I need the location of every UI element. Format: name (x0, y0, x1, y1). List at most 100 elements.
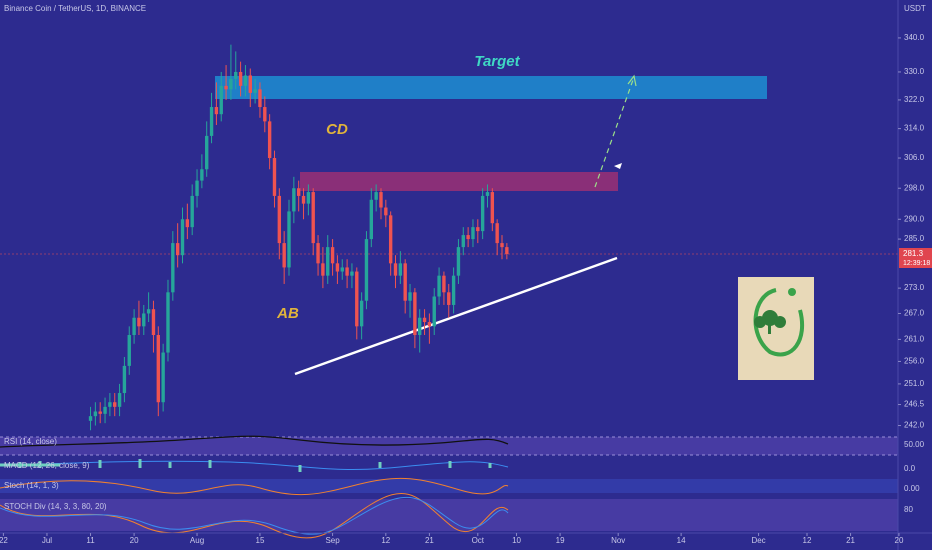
candle-body (364, 239, 369, 301)
candle-body (326, 247, 330, 276)
candle-body (447, 292, 451, 305)
indicator-level: 0.0 (904, 464, 916, 473)
candle-body (88, 416, 93, 421)
x-tick-label: 15 (256, 536, 265, 545)
x-tick-label: 12 (381, 536, 390, 545)
candle-body (471, 227, 475, 240)
candle-body (495, 223, 499, 244)
y-tick-label: 251.0 (904, 379, 925, 388)
x-tick-label: 19 (556, 536, 565, 545)
candle-body (490, 192, 495, 224)
y-tick-label: 314.0 (904, 124, 925, 133)
candle-body (505, 247, 509, 254)
y-tick-label: 298.0 (904, 183, 925, 192)
x-tick-label: Oct (472, 536, 485, 545)
candle-body (132, 317, 136, 336)
y-tick-label: 306.0 (904, 153, 925, 162)
candle-body (180, 219, 185, 256)
candle-body (456, 247, 461, 276)
currency: USDT (904, 4, 926, 13)
x-tick-label: 11 (86, 536, 95, 545)
candle-body (277, 195, 282, 244)
candle-body (137, 317, 141, 327)
candle-body (427, 322, 432, 327)
candle-body (330, 247, 335, 264)
candle-body (287, 211, 291, 268)
candle-body (166, 292, 170, 353)
y-tick-label: 290.0 (904, 214, 925, 223)
candle-body (190, 195, 194, 228)
stoch-div-band (0, 499, 898, 531)
candle-body (98, 411, 102, 414)
candle-body (388, 215, 393, 264)
y-tick-label: 322.0 (904, 95, 925, 104)
candle-body (296, 188, 301, 196)
last-price-label: 281.3 (903, 249, 924, 258)
x-tick-label: Dec (751, 536, 765, 545)
candle-body (379, 192, 383, 208)
candle-body (398, 263, 403, 276)
x-tick-label: 21 (846, 536, 855, 545)
candle-body (253, 89, 257, 93)
indicator-label: Stoch (14, 1, 3) (4, 481, 59, 490)
projection-arrow (594, 79, 634, 188)
candle-body (485, 192, 490, 196)
candle-body (345, 267, 349, 276)
y-tick-label: 246.5 (904, 400, 925, 409)
rsi-band (0, 437, 898, 455)
candle-body (229, 78, 233, 90)
candle-body (103, 406, 107, 414)
last-price-box (899, 248, 932, 268)
candle-body (117, 393, 122, 407)
candle-body (321, 263, 325, 276)
candle-body (340, 267, 344, 272)
candle-body (263, 107, 267, 122)
candle-body (393, 263, 398, 276)
candle-body (238, 71, 243, 86)
x-tick-label: Jul (42, 536, 52, 545)
candle-body (267, 121, 272, 159)
candle-body (476, 227, 480, 232)
candle-body (301, 195, 306, 204)
stoch-div-d (0, 496, 509, 535)
candle-body (122, 365, 127, 394)
candle-body (185, 219, 190, 228)
candle-body (146, 309, 151, 314)
countdown: 12:39:18 (903, 260, 930, 267)
y-tick-label: 340.0 (904, 33, 925, 42)
indicator-label: STOCH Div (14, 3, 3, 80, 20) (4, 502, 107, 511)
candle-body (359, 300, 364, 327)
candle-body (200, 169, 204, 181)
candle-body (451, 275, 456, 305)
logo (738, 277, 814, 380)
candle-body (437, 275, 441, 297)
indicator-level: 50.00 (904, 440, 925, 449)
candle-body (214, 107, 219, 115)
x-tick-label: Aug (190, 536, 204, 545)
candle-body (480, 195, 485, 232)
candle-body (243, 75, 248, 86)
candle-body (316, 243, 320, 264)
annotation-ab: AB (276, 305, 299, 322)
stoch-band (0, 479, 898, 493)
candle-body (161, 352, 165, 403)
target-zone (215, 76, 767, 99)
y-tick-label: 256.0 (904, 357, 925, 366)
candle-body (355, 271, 359, 327)
candle-body (113, 402, 117, 407)
y-tick-label: 285.0 (904, 234, 925, 243)
indicator-level: 0.00 (904, 484, 920, 493)
stoch-div-k (0, 493, 509, 539)
x-tick-label: 10 (512, 536, 521, 545)
trend-line (294, 256, 618, 376)
candle-body (93, 411, 98, 417)
candle-body (258, 89, 262, 108)
indicator-label: RSI (14, close) (4, 437, 57, 446)
x-tick-label: 20 (130, 536, 139, 545)
x-tick-label: 20 (895, 536, 904, 545)
y-tick-label: 273.0 (904, 283, 925, 292)
candle-body (292, 188, 296, 212)
candle-body (500, 243, 504, 248)
